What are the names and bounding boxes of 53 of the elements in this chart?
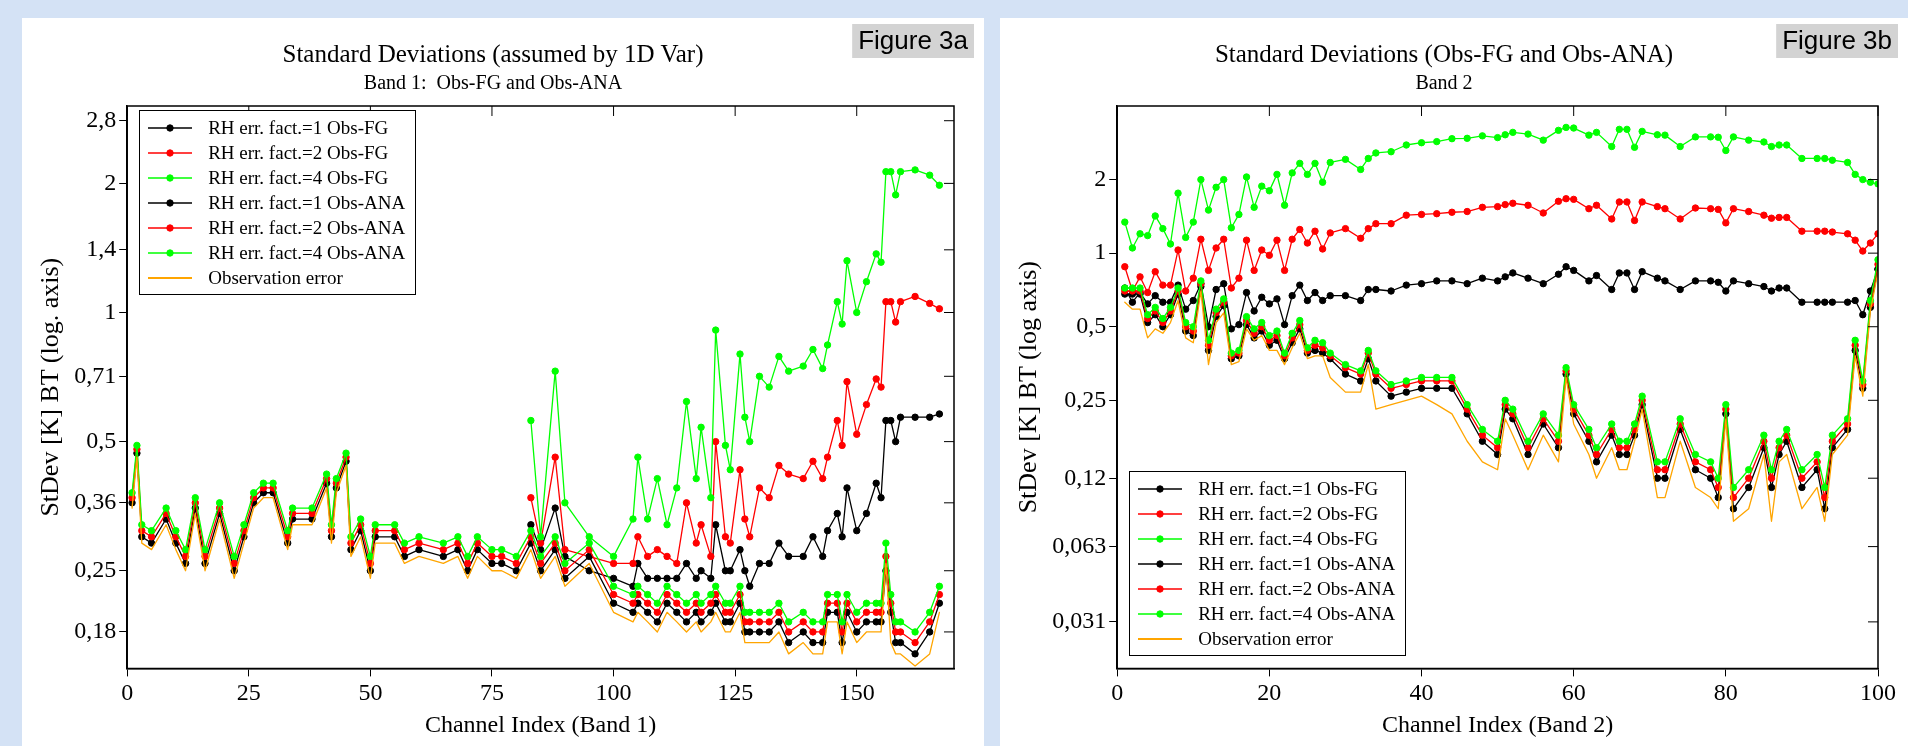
x-tick-label: 20 [1257,679,1282,706]
x-tick-label: 150 [838,679,875,706]
y-tick-label: 0,5 [86,426,117,453]
x-tick-label: 0 [1111,679,1124,706]
y-tick-label: 0,12 [1064,463,1107,490]
x-tick-label: 50 [358,679,383,706]
legend-label: Observation error [208,266,343,290]
chart-title: Standard Deviations (assumed by 1D Var) [282,39,704,68]
legend-label: RH err. fact.=1 Obs-FG [208,116,389,140]
y-tick-label: 2 [1094,164,1107,191]
y-tick-label: 0,031 [1052,607,1107,634]
y-tick-label: 1 [104,297,117,324]
legend-label: RH err. fact.=2 Obs-ANA [208,216,406,240]
y-tick-label: 0,18 [74,617,117,644]
y-axis-title: StDev [K] BT (log. axis) [35,257,65,517]
legend-label: RH err. fact.=4 Obs-FG [208,166,389,190]
y-axis-title: StDev [K] BT (log axis) [1013,261,1043,514]
x-tick-label: 80 [1713,679,1738,706]
y-tick-label: 1 [1094,238,1107,265]
x-tick-label: 125 [717,679,754,706]
y-tick-label: 0,5 [1076,312,1107,339]
x-axis-title: Channel Index (Band 1) [424,710,657,737]
x-tick-label: 100 [1860,679,1896,706]
chart-subtitle: Band 1: Obs-FG and Obs-ANA [363,71,623,94]
legend-label: Observation error [1198,627,1333,652]
chart-title: Standard Deviations (Obs-FG and Obs-ANA) [1214,39,1674,68]
legend-label: RH err. fact.=2 Obs-FG [208,141,389,165]
y-tick-label: 0,25 [74,556,117,583]
y-tick-label: 0,25 [1064,385,1107,412]
y-tick-label: 2 [104,168,117,195]
legend-label: RH err. fact.=2 Obs-ANA [1198,577,1396,602]
legend-label: RH err. fact.=4 Obs-FG [1198,527,1379,552]
legend-label: RH err. fact.=1 Obs-ANA [1198,552,1396,577]
legend-label: RH err. fact.=1 Obs-FG [1198,477,1379,502]
legend-label: RH err. fact.=2 Obs-FG [1198,502,1379,527]
y-tick-label: 0,36 [74,488,117,515]
x-tick-label: 40 [1409,679,1434,706]
x-tick-label: 75 [479,679,504,706]
y-tick-label: 0,063 [1052,531,1107,558]
x-tick-label: 25 [236,679,261,706]
y-tick-label: 2,8 [86,106,117,132]
legend-label: RH err. fact.=1 Obs-ANA [208,191,406,215]
x-axis-title: Channel Index (Band 2) [1381,710,1614,737]
x-tick-label: 100 [595,679,632,706]
x-tick-label: 60 [1561,679,1586,706]
x-tick-label: 0 [121,679,134,706]
y-tick-label: 0,71 [74,361,117,388]
chart-subtitle: Band 2 [1415,71,1473,94]
y-tick-label: 1,4 [86,235,117,262]
caption: Figure 3b [1782,25,1892,56]
legend-label: RH err. fact.=4 Obs-ANA [1198,602,1396,627]
caption: Figure 3a [858,25,969,56]
legend-label: RH err. fact.=4 Obs-ANA [208,241,406,265]
